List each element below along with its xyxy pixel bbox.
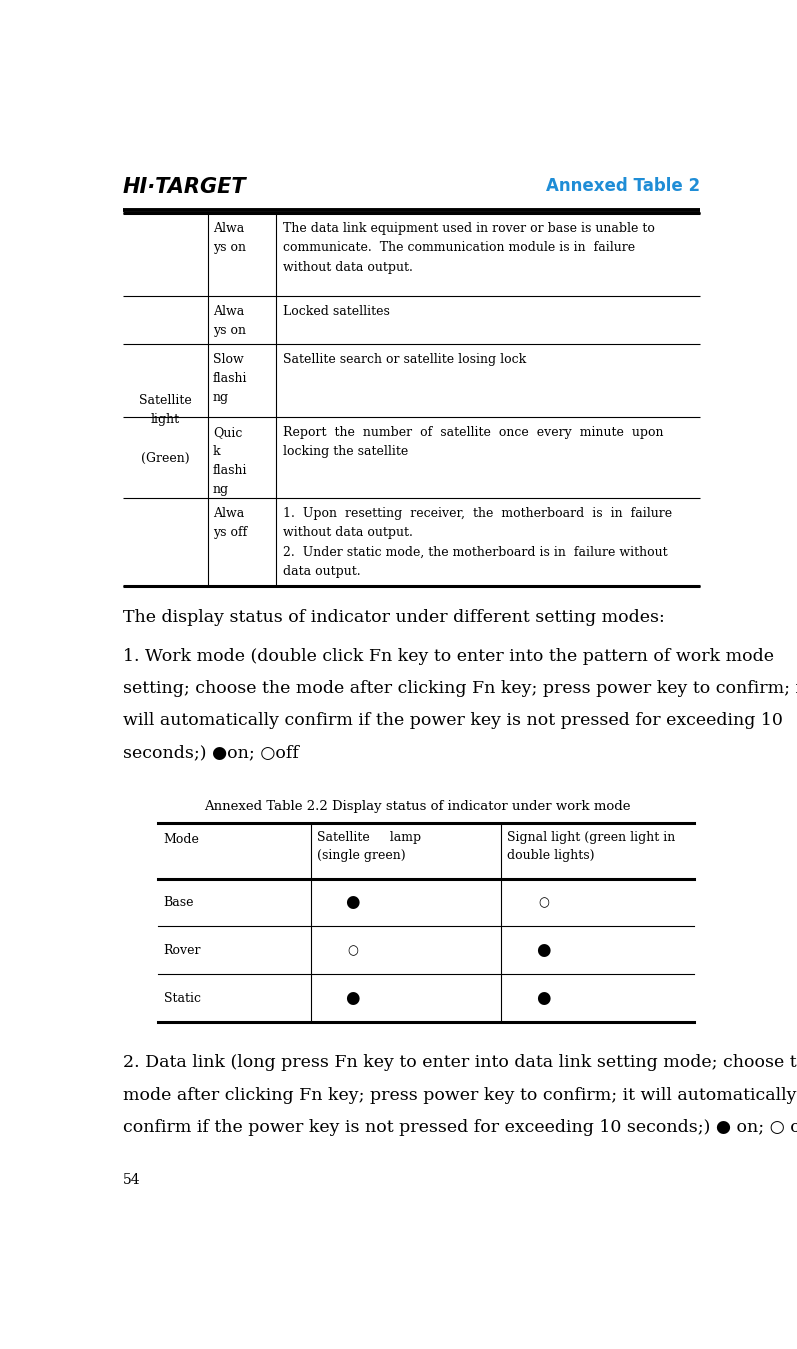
Text: Rover: Rover	[163, 944, 201, 956]
Text: will automatically confirm if the power key is not pressed for exceeding 10: will automatically confirm if the power …	[123, 712, 783, 730]
Text: Mode: Mode	[163, 832, 199, 846]
Text: 54: 54	[123, 1172, 140, 1187]
Text: Alwa
ys on: Alwa ys on	[213, 223, 246, 254]
Text: seconds;) ●on; ○off: seconds;) ●on; ○off	[123, 745, 299, 762]
Text: ●: ●	[536, 942, 551, 959]
Text: Base: Base	[163, 896, 194, 909]
Text: Locked satellites: Locked satellites	[283, 305, 390, 318]
Text: setting; choose the mode after clicking Fn key; press power key to confirm; it: setting; choose the mode after clicking …	[123, 680, 797, 697]
Text: Static: Static	[163, 992, 201, 1005]
Text: Slow
flashi
ng: Slow flashi ng	[213, 353, 248, 403]
Text: mode after clicking Fn key; press power key to confirm; it will automatically: mode after clicking Fn key; press power …	[123, 1087, 796, 1103]
Text: HI·TARGET: HI·TARGET	[123, 177, 246, 197]
Text: Quic
k
flashi
ng: Quic k flashi ng	[213, 426, 248, 496]
Text: ●: ●	[345, 990, 359, 1006]
Text: ●: ●	[536, 990, 551, 1006]
Text: Signal light (green light in
double lights): Signal light (green light in double ligh…	[508, 831, 676, 862]
Text: ○: ○	[538, 896, 549, 909]
Text: Report  the  number  of  satellite  once  every  minute  upon
locking the satell: Report the number of satellite once ever…	[283, 426, 663, 459]
Text: Annexed Table 2: Annexed Table 2	[546, 177, 701, 194]
Text: confirm if the power key is not pressed for exceeding 10 seconds;) ● on; ○ off: confirm if the power key is not pressed …	[123, 1118, 797, 1136]
Text: The data link equipment used in rover or base is unable to
communicate.  The com: The data link equipment used in rover or…	[283, 223, 654, 274]
Text: 1. Work mode (double click Fn key to enter into the pattern of work mode: 1. Work mode (double click Fn key to ent…	[123, 648, 774, 665]
Text: 2. Data link (long press Fn key to enter into data link setting mode; choose the: 2. Data link (long press Fn key to enter…	[123, 1055, 797, 1071]
Text: 1.  Upon  resetting  receiver,  the  motherboard  is  in  failure
without data o: 1. Upon resetting receiver, the motherbo…	[283, 507, 672, 579]
Text: Satellite
light

(Green): Satellite light (Green)	[139, 394, 192, 464]
Text: Annexed Table 2.2 Display status of indicator under work mode: Annexed Table 2.2 Display status of indi…	[204, 800, 630, 813]
Text: Satellite     lamp
(single green): Satellite lamp (single green)	[316, 831, 421, 862]
Text: ●: ●	[345, 894, 359, 911]
Text: Alwa
ys on: Alwa ys on	[213, 305, 246, 337]
Text: ○: ○	[347, 944, 358, 956]
Text: Alwa
ys off: Alwa ys off	[213, 507, 247, 538]
Text: Satellite search or satellite losing lock: Satellite search or satellite losing loc…	[283, 353, 526, 366]
Text: The display status of indicator under different setting modes:: The display status of indicator under di…	[123, 610, 665, 626]
